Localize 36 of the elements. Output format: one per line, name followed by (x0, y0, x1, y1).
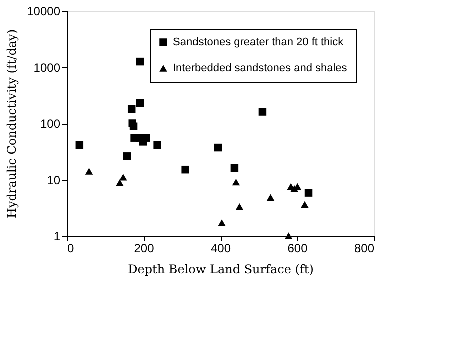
x-axis-title: Depth Below Land Surface (ft) (128, 262, 314, 276)
legend-label: Sandstones greater than 20 ft thick (173, 36, 344, 48)
x-tick-label: 0 (68, 242, 74, 256)
point (301, 201, 309, 208)
point (130, 122, 138, 130)
point (182, 166, 190, 174)
x-tick-label: 800 (354, 242, 375, 256)
point (136, 58, 144, 66)
point (232, 178, 240, 186)
point (218, 220, 226, 226)
y-tick-label: 1000 (34, 60, 61, 75)
x-tick-label: 400 (210, 242, 232, 256)
legend-label: Interbedded sandstones and shales (173, 62, 348, 74)
point (136, 99, 144, 108)
point (116, 180, 124, 186)
point (236, 203, 244, 210)
y-tick-label: 10000 (27, 4, 61, 18)
point (128, 105, 136, 114)
point (123, 152, 132, 160)
point (120, 174, 128, 181)
point (258, 108, 267, 116)
y-axis-title: Hydraulic Conductivity (ft/day) (5, 30, 20, 218)
point (266, 194, 275, 202)
point (154, 141, 162, 150)
point (284, 232, 293, 240)
point (304, 189, 313, 197)
x-tick-label: 600 (288, 242, 308, 256)
point (290, 185, 298, 192)
y-tick-label: 1 (54, 230, 61, 244)
y-tick-label: 100 (40, 117, 61, 131)
point (230, 164, 239, 172)
point (76, 141, 84, 150)
y-tick-label: 10 (47, 173, 61, 188)
point (85, 168, 94, 175)
x-tick-label: 200 (134, 242, 155, 256)
point (214, 144, 222, 152)
